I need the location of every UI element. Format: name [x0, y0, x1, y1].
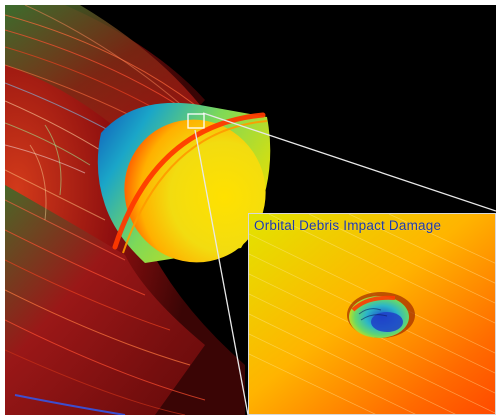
visualization-frame: Orbital Debris Impact Damage	[5, 5, 496, 415]
heat-shield-rim	[112, 112, 266, 250]
inset-caption: Orbital Debris Impact Damage	[254, 218, 442, 233]
zoom-marker	[187, 113, 205, 129]
heat-shield	[124, 119, 266, 263]
streamlines	[5, 5, 216, 415]
impact-closeup	[249, 214, 495, 414]
flow-upper-band	[5, 5, 200, 135]
flow-lower-band	[5, 185, 205, 415]
zoom-inset: Orbital Debris Impact Damage	[248, 213, 496, 415]
callout-lines	[194, 112, 496, 415]
reentry-flow-visualization	[5, 5, 496, 415]
